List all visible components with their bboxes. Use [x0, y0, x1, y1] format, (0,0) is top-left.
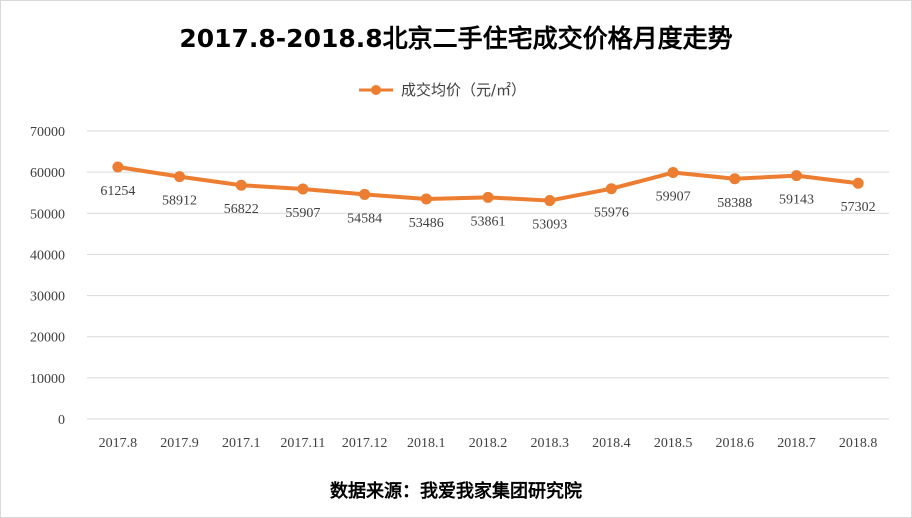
gridlines: [87, 130, 889, 420]
data-point: [667, 167, 679, 179]
data-label: 53861: [471, 214, 506, 229]
data-point: [112, 161, 124, 173]
x-tick-label: 2017.8: [99, 436, 138, 451]
data-point: [605, 183, 617, 195]
data-label: 56822: [224, 202, 259, 217]
data-point: [790, 170, 802, 182]
x-tick-label: 2018.8: [839, 436, 878, 451]
x-tick-label: 2017.1: [222, 436, 261, 451]
x-tick-label: 2018.3: [530, 436, 569, 451]
chart-title: 2017.8-2018.8北京二手住宅成交价格月度走势: [179, 24, 732, 53]
data-label: 53093: [532, 218, 567, 233]
data-label: 61254: [100, 184, 135, 199]
x-tick-label: 2018.6: [716, 436, 755, 451]
x-axis-ticks: 2017.8 2017.9 2017.1 2017.11 2017.12 2018.1 20…: [99, 436, 878, 451]
y-tick-label: 0: [58, 413, 65, 428]
data-label: 55976: [594, 206, 629, 221]
x-tick-label: 2018.5: [654, 436, 693, 451]
y-tick-label: 40000: [30, 248, 65, 263]
x-tick-label: 2017.9: [160, 436, 199, 451]
data-point: [729, 173, 741, 185]
legend: 成交均价（元/㎡）: [359, 81, 526, 99]
data-label: 53486: [409, 216, 444, 231]
data-point: [174, 171, 186, 183]
x-tick-label: 2018.1: [407, 436, 446, 451]
y-tick-label: 50000: [30, 207, 65, 222]
series-line-layer: [112, 161, 864, 207]
y-tick-label: 30000: [30, 290, 65, 305]
data-label: 54584: [347, 211, 382, 226]
data-label: 59907: [656, 190, 691, 205]
legend-label: 成交均价（元/㎡）: [401, 81, 526, 99]
y-tick-label: 70000: [30, 125, 65, 140]
data-point: [235, 179, 247, 191]
data-point: [359, 188, 371, 200]
legend-point-marker: [371, 85, 381, 95]
x-tick-label: 2017.12: [342, 436, 388, 451]
y-tick-label: 20000: [30, 331, 65, 346]
data-point: [482, 191, 494, 203]
data-point: [297, 183, 309, 195]
y-tick-label: 60000: [30, 166, 65, 181]
data-point: [852, 177, 864, 189]
data-label: 58912: [162, 194, 197, 209]
data-label: 55907: [285, 206, 320, 221]
data-label: 58388: [717, 196, 752, 211]
data-point: [420, 193, 432, 205]
x-tick-label: 2018.7: [777, 436, 816, 451]
source-note: 数据来源：我爱我家集团研究院: [330, 480, 582, 502]
x-tick-label: 2018.4: [592, 436, 631, 451]
data-label: 59143: [779, 193, 814, 208]
y-tick-label: 10000: [30, 372, 65, 387]
data-labels: 61254 58912 56822 55907 54584 53486 53861 53093…: [100, 184, 875, 233]
y-axis-ticks: 0 10000 20000 30000 40000 50000 60000 70000: [30, 125, 65, 428]
data-point: [544, 195, 556, 207]
x-tick-label: 2017.11: [280, 436, 325, 451]
data-label: 57302: [841, 200, 876, 215]
x-tick-label: 2018.2: [469, 436, 508, 451]
